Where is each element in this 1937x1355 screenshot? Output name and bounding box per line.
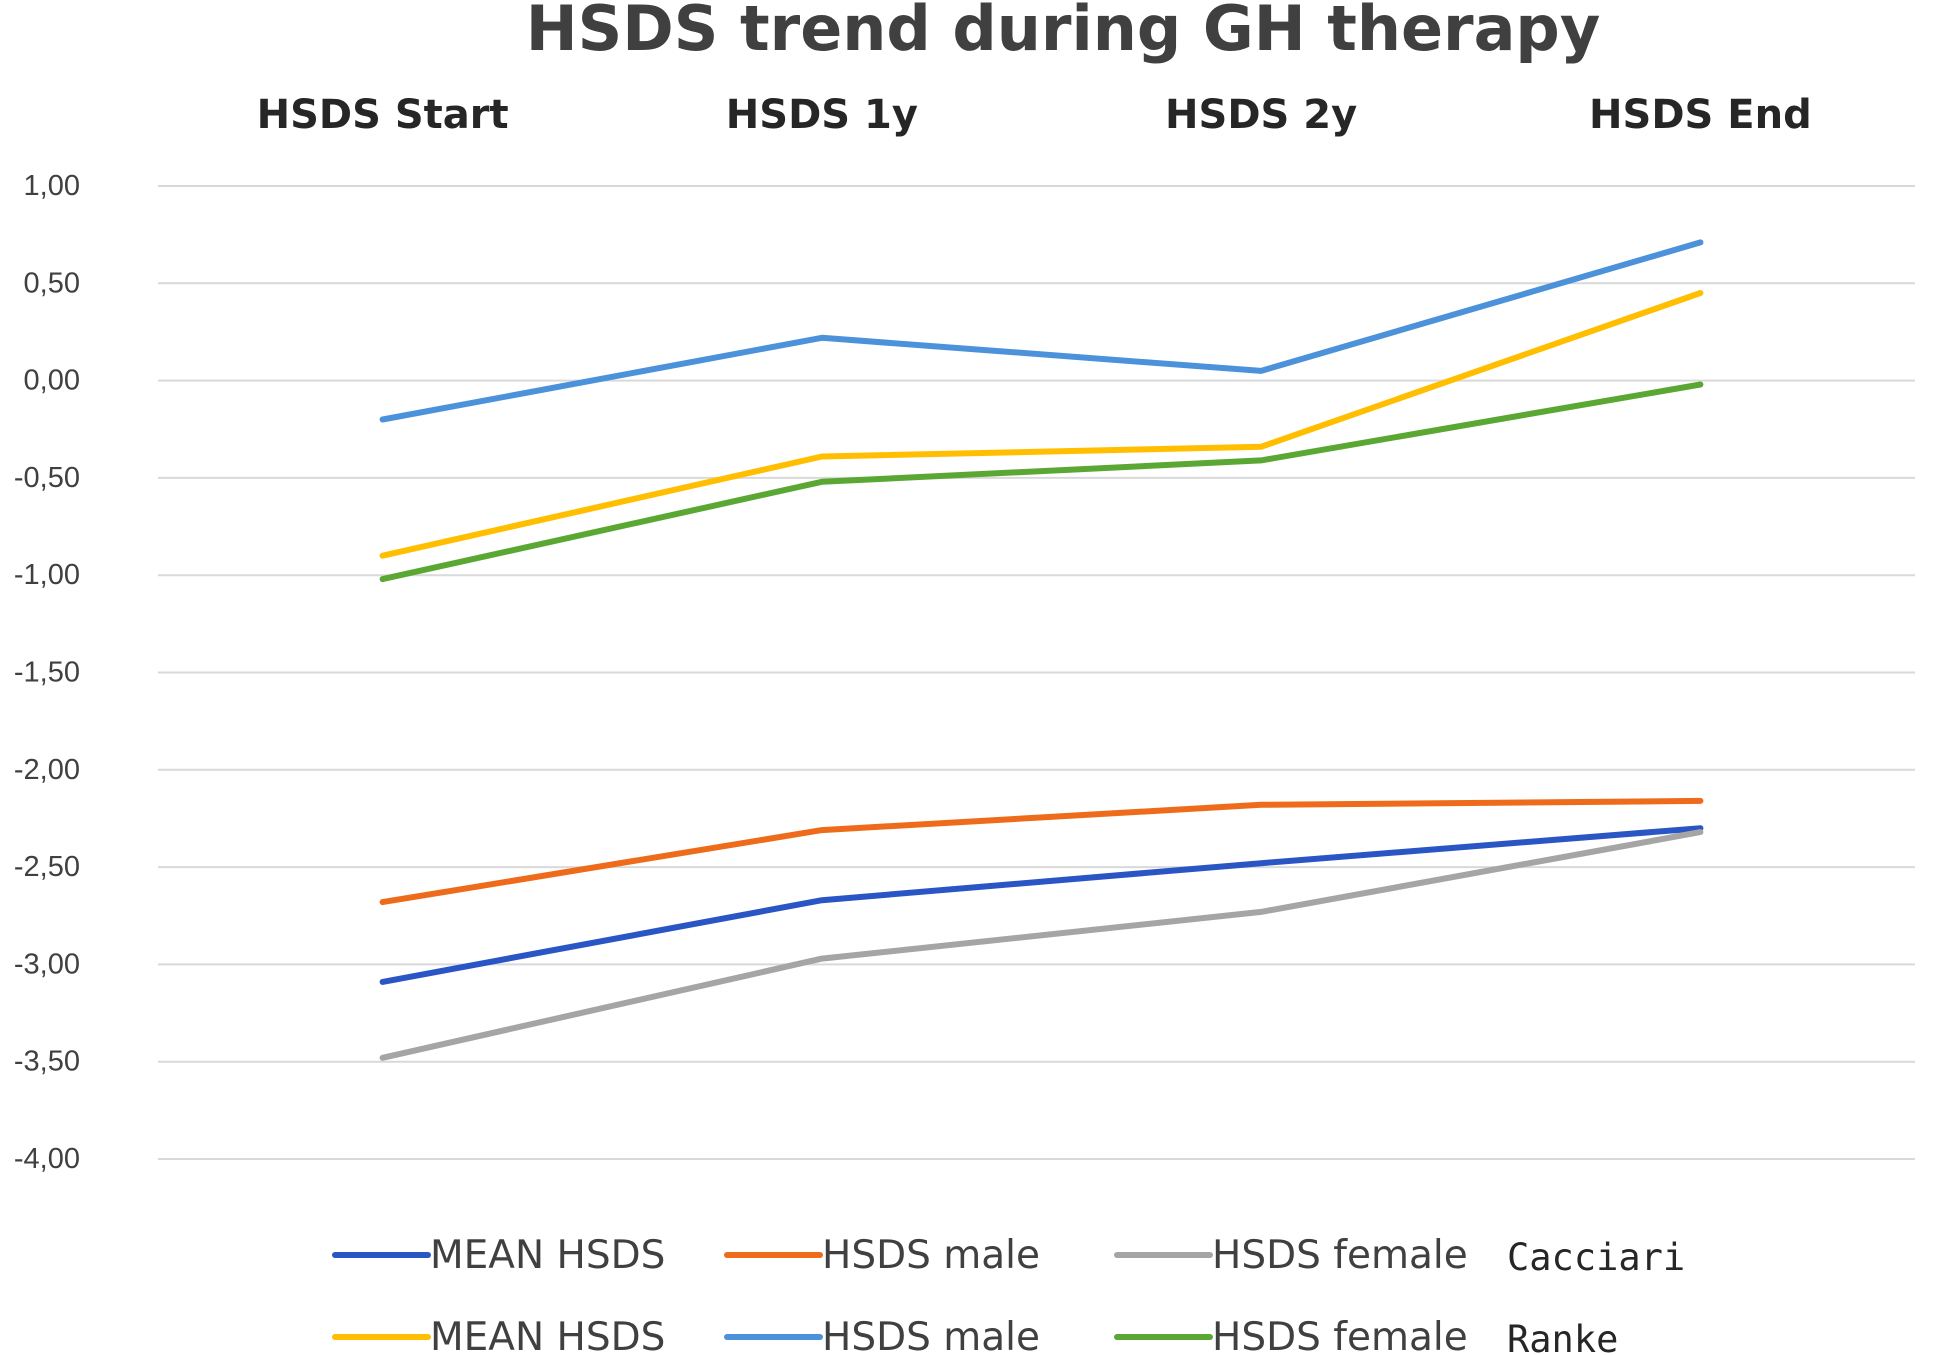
y-axis-tick-labels: 1,00 0,50 0,00 -0,50 -1,00 -1,50 -2,00 -2,50 -3,… <box>14 170 80 1175</box>
y-tick-label: -4,00 <box>14 1143 80 1175</box>
y-tick-label: -1,00 <box>14 559 80 591</box>
y-tick-label: -2,00 <box>14 754 80 786</box>
series-line <box>379 825 1704 985</box>
y-tick-label: -0,50 <box>14 462 80 494</box>
series-lines <box>379 239 1704 1061</box>
category-labels: HSDS Start HSDS 1y HSDS 2y HSDS End <box>257 92 1812 138</box>
category-label: HSDS End <box>1589 92 1812 138</box>
y-tick-label: 1,00 <box>24 170 80 202</box>
series-line <box>379 797 1704 906</box>
series-line <box>379 381 1704 583</box>
category-label: HSDS Start <box>257 92 509 138</box>
series-line <box>379 290 1704 559</box>
legend-label: HSDS male <box>822 1233 1040 1278</box>
gridlines <box>158 185 1915 1160</box>
series-line <box>379 829 1704 1061</box>
y-tick-label: 0,50 <box>24 267 80 299</box>
legend-group-label: Ranke <box>1507 1318 1618 1355</box>
legend-label: MEAN HSDS <box>430 1233 665 1278</box>
chart-title: HSDS trend during GH therapy <box>526 0 1600 65</box>
legend: MEAN HSDS HSDS male HSDS female MEAN HSDS HS… <box>332 1233 1685 1355</box>
y-tick-label: -2,50 <box>14 851 80 883</box>
series-line <box>379 239 1704 423</box>
legend-label: HSDS female <box>1212 1233 1468 1278</box>
y-tick-label: -3,50 <box>14 1046 80 1078</box>
category-label: HSDS 2y <box>1165 92 1357 138</box>
legend-label: HSDS male <box>822 1315 1040 1355</box>
category-label: HSDS 1y <box>726 92 918 138</box>
y-tick-label: -1,50 <box>14 657 80 689</box>
legend-label: MEAN HSDS <box>430 1315 665 1355</box>
legend-group-label: Cacciari <box>1507 1236 1685 1279</box>
legend-label: HSDS female <box>1212 1315 1468 1355</box>
y-tick-label: -3,00 <box>14 948 80 980</box>
y-tick-label: 0,00 <box>24 365 80 397</box>
